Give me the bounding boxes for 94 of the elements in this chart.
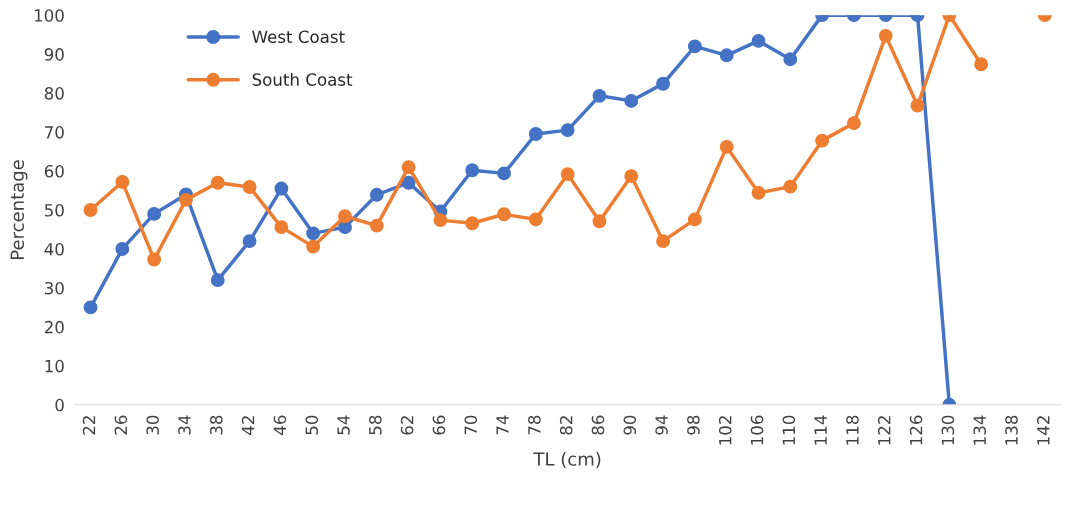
point (210, 175, 225, 190)
point (465, 163, 480, 178)
point (83, 203, 98, 217)
point (528, 127, 543, 141)
x-tick-label: 70 (464, 415, 478, 435)
y-tick-label: 40 (44, 242, 64, 256)
point (656, 234, 671, 249)
point (147, 252, 162, 267)
y-axis-title: Percentage (10, 160, 28, 259)
point (974, 57, 989, 72)
y-tick-label: 90 (44, 48, 64, 61)
x-tick-label: 86 (591, 415, 605, 435)
y-tick-label: 20 (44, 320, 64, 334)
x-tick-label: 26 (114, 415, 128, 435)
point (497, 166, 511, 181)
point (751, 33, 766, 48)
x-tick-label: 130 (941, 415, 955, 445)
point (274, 220, 289, 235)
point (306, 239, 321, 254)
x-tick-label: 78 (528, 415, 541, 435)
point (624, 93, 639, 108)
x-tick-label: 46 (273, 415, 287, 435)
point (751, 185, 766, 200)
point (592, 214, 607, 229)
legend-label: West Coast (252, 30, 345, 44)
y-tick-label: 30 (44, 281, 64, 295)
y-tick-label: 60 (44, 164, 64, 178)
point (147, 206, 162, 221)
point (624, 169, 639, 184)
x-tick-label: 82 (559, 416, 573, 435)
x-tick-label: 122 (877, 416, 891, 445)
x-tick-label: 42 (241, 416, 255, 435)
point (306, 226, 321, 241)
point (783, 179, 798, 194)
point (719, 139, 734, 154)
y-tick-label: 50 (44, 203, 64, 217)
x-tick-label: 118 (846, 415, 859, 445)
x-tick-label: 134 (973, 415, 986, 445)
x-tick-label: 66 (432, 415, 446, 435)
x-axis-title: TL (cm) (533, 451, 601, 468)
point (242, 234, 257, 249)
x-tick-label: 34 (178, 415, 191, 435)
point (878, 28, 893, 43)
point (560, 167, 575, 182)
x-tick-label: 110 (782, 415, 796, 445)
point (687, 39, 702, 54)
point (115, 242, 130, 256)
y-tick-label: 10 (45, 359, 64, 373)
x-tick-label: 126 (909, 415, 923, 445)
point (369, 187, 384, 202)
y-tick-label: 100 (34, 9, 64, 22)
point (560, 123, 575, 138)
point (910, 98, 925, 113)
point (846, 116, 861, 131)
point (83, 300, 98, 315)
point (338, 209, 352, 224)
y-tick-label: 70 (45, 126, 64, 139)
y-tick-label: 0 (55, 398, 64, 412)
y-tick-label: 80 (44, 87, 64, 100)
point (592, 88, 607, 103)
point (815, 133, 830, 148)
point (401, 160, 416, 175)
x-tick-label: 102 (718, 416, 732, 445)
point (401, 175, 416, 190)
point (687, 212, 702, 227)
x-tick-label: 98 (687, 415, 700, 435)
x-tick-label: 62 (400, 416, 414, 435)
point (656, 76, 671, 91)
point (115, 174, 130, 189)
x-tick-label: 138 (1005, 415, 1018, 445)
x-tick-label: 106 (750, 415, 764, 445)
point (719, 48, 734, 63)
point (179, 192, 193, 207)
x-tick-label: 50 (305, 415, 319, 435)
point (433, 213, 448, 228)
x-tick-label: 94 (655, 415, 668, 435)
point (783, 52, 798, 67)
point (274, 181, 289, 196)
x-tick-label: 90 (623, 415, 637, 435)
point (497, 207, 511, 222)
point (242, 180, 257, 194)
x-tick-label: 74 (496, 415, 509, 435)
x-tick-label: 22 (82, 416, 96, 435)
x-tick-label: 142 (1037, 416, 1050, 445)
point (210, 273, 225, 288)
point (465, 216, 480, 231)
legend-label: South Coast (252, 72, 353, 86)
x-tick-label: 114 (814, 415, 827, 445)
point (369, 218, 384, 233)
x-tick-label: 54 (337, 415, 350, 435)
x-tick-label: 30 (146, 415, 159, 435)
x-tick-label: 38 (209, 415, 223, 435)
point (528, 212, 543, 227)
x-tick-label: 58 (369, 415, 382, 435)
